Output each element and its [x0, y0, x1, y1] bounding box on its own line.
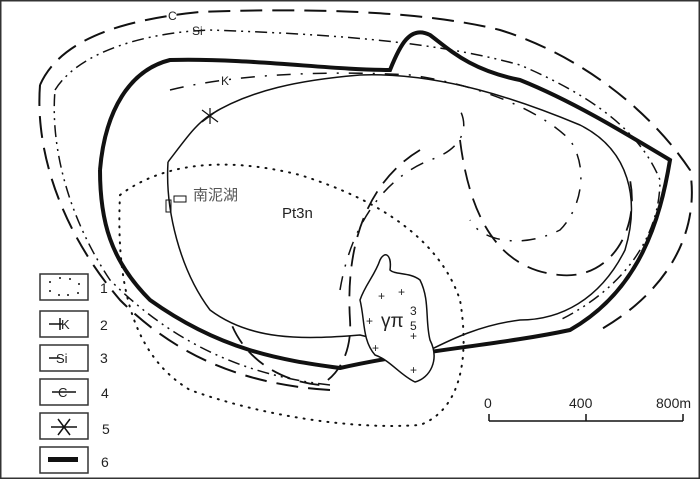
thick-boundary: [98, 30, 673, 371]
legend-num-4: 4: [101, 385, 109, 401]
scale-tick-800: 800m: [656, 395, 691, 411]
legend-si-glyph: Si: [56, 351, 68, 366]
svg-text:+: +: [410, 363, 417, 377]
k-boundary: [169, 72, 582, 291]
svg-text:+: +: [372, 341, 379, 355]
scale-tick-400: 400: [569, 395, 593, 411]
c-line-label: C: [168, 9, 177, 23]
place-label: 南泥湖: [193, 186, 238, 204]
scale-tick-0: 0: [484, 395, 492, 411]
svg-text:+: +: [398, 285, 405, 299]
si-line-label: Si: [192, 24, 203, 38]
cross-mark-icon: [201, 108, 219, 124]
legend-num-5: 5: [102, 421, 110, 437]
legend-dotted-symbol: [49, 277, 80, 296]
svg-text:+: +: [366, 314, 373, 328]
mine-symbol-icon: [165, 199, 172, 213]
scale-bar: [488, 414, 684, 422]
intrusion-sup: 3: [410, 304, 417, 318]
k-line-label: K: [221, 74, 229, 88]
legend-thick-symbol: [48, 457, 78, 462]
legend-c-glyph: C: [58, 385, 67, 400]
svg-text:+: +: [410, 329, 417, 343]
legend-num-2: 2: [100, 317, 108, 333]
legend-num-6: 6: [101, 454, 109, 470]
intrusion-label: γπ: [381, 311, 404, 332]
legend-k-glyph: K: [61, 317, 70, 332]
svg-text:+: +: [378, 289, 385, 303]
legend-k-symbol: [49, 318, 62, 330]
legend-num-3: 3: [100, 350, 108, 366]
granite-intrusion: [359, 254, 435, 383]
formation-label: Pt3n: [282, 205, 313, 222]
legend: [39, 273, 89, 474]
legend-num-1: 1: [100, 280, 108, 296]
cross-boundary: [166, 74, 633, 351]
inner-dashed-boundary: [229, 139, 633, 386]
legend-cross-icon: [51, 418, 77, 436]
intrusion-sub: 5: [410, 319, 417, 333]
c-boundary: [38, 9, 693, 391]
granite-plus-marks: + + + + + +: [366, 285, 417, 377]
mine-symbol-icon: [173, 195, 187, 203]
